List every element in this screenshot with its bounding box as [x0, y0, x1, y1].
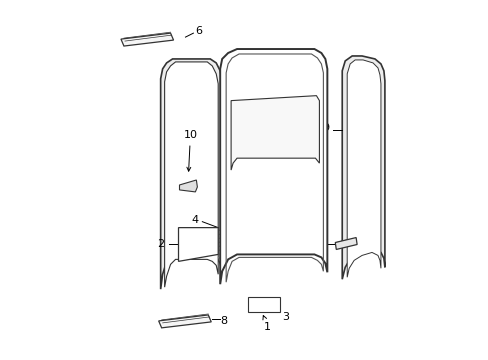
Polygon shape: [178, 228, 218, 261]
Text: 10: 10: [183, 130, 197, 171]
Text: 7: 7: [315, 239, 322, 248]
Text: 3: 3: [272, 306, 288, 322]
Polygon shape: [179, 180, 197, 192]
Polygon shape: [231, 96, 319, 170]
Polygon shape: [335, 238, 356, 249]
Polygon shape: [158, 315, 211, 328]
Text: 9: 9: [321, 123, 328, 134]
Text: 5: 5: [232, 68, 239, 78]
Text: 6: 6: [195, 26, 202, 36]
Text: 2: 2: [157, 239, 164, 249]
Polygon shape: [220, 49, 326, 284]
Text: 1: 1: [263, 316, 271, 332]
Polygon shape: [342, 56, 384, 279]
Polygon shape: [164, 62, 218, 287]
Polygon shape: [161, 59, 222, 289]
Text: 8: 8: [220, 316, 227, 326]
Polygon shape: [247, 297, 279, 312]
Polygon shape: [121, 33, 173, 46]
Text: 4: 4: [191, 215, 199, 225]
Polygon shape: [346, 60, 380, 277]
